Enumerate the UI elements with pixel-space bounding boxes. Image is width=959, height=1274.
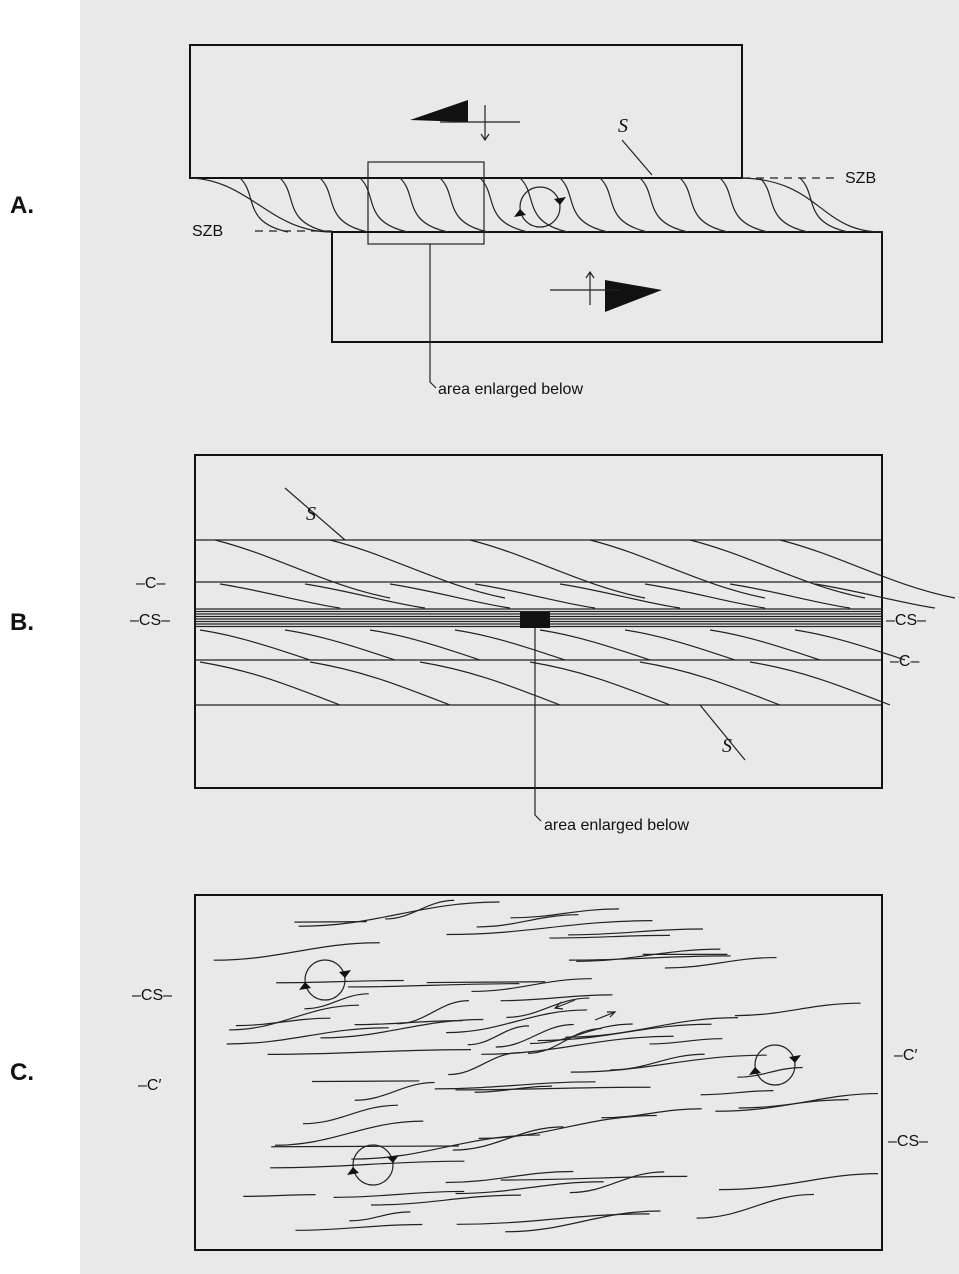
cs-label: –CS– xyxy=(132,987,172,1004)
foliation-label: S xyxy=(306,503,316,525)
c-prime-label: –C′ xyxy=(894,1047,917,1064)
shear-band xyxy=(312,1081,419,1082)
page: {"panel_a": {"label": "A.", "s": "S", "s… xyxy=(0,0,959,1274)
shear-band xyxy=(294,922,366,923)
c-label: –C– xyxy=(136,575,165,592)
boundary-label: SZB xyxy=(845,170,876,187)
c-prime-label: –C′ xyxy=(138,1077,161,1094)
foliation-label: S xyxy=(618,115,628,137)
shear-band xyxy=(427,982,546,983)
enlarge-box xyxy=(520,612,550,628)
cs-label: –CS– xyxy=(130,612,170,629)
cs-label: –CS– xyxy=(886,612,926,629)
callout-label: area enlarged below xyxy=(438,381,583,398)
foliation-label: S xyxy=(722,735,732,757)
panel-label: C. xyxy=(10,1059,34,1086)
panel-label: A. xyxy=(10,192,34,219)
page-background xyxy=(80,0,959,1274)
callout-label: area enlarged below xyxy=(544,817,689,834)
panel-label: B. xyxy=(10,609,34,636)
cs-label: –CS– xyxy=(888,1133,928,1150)
boundary-label: SZB xyxy=(192,223,223,240)
figure: A. S SZB SZB area enlarged below B. S S … xyxy=(0,0,959,1274)
c-label: –C– xyxy=(890,653,919,670)
